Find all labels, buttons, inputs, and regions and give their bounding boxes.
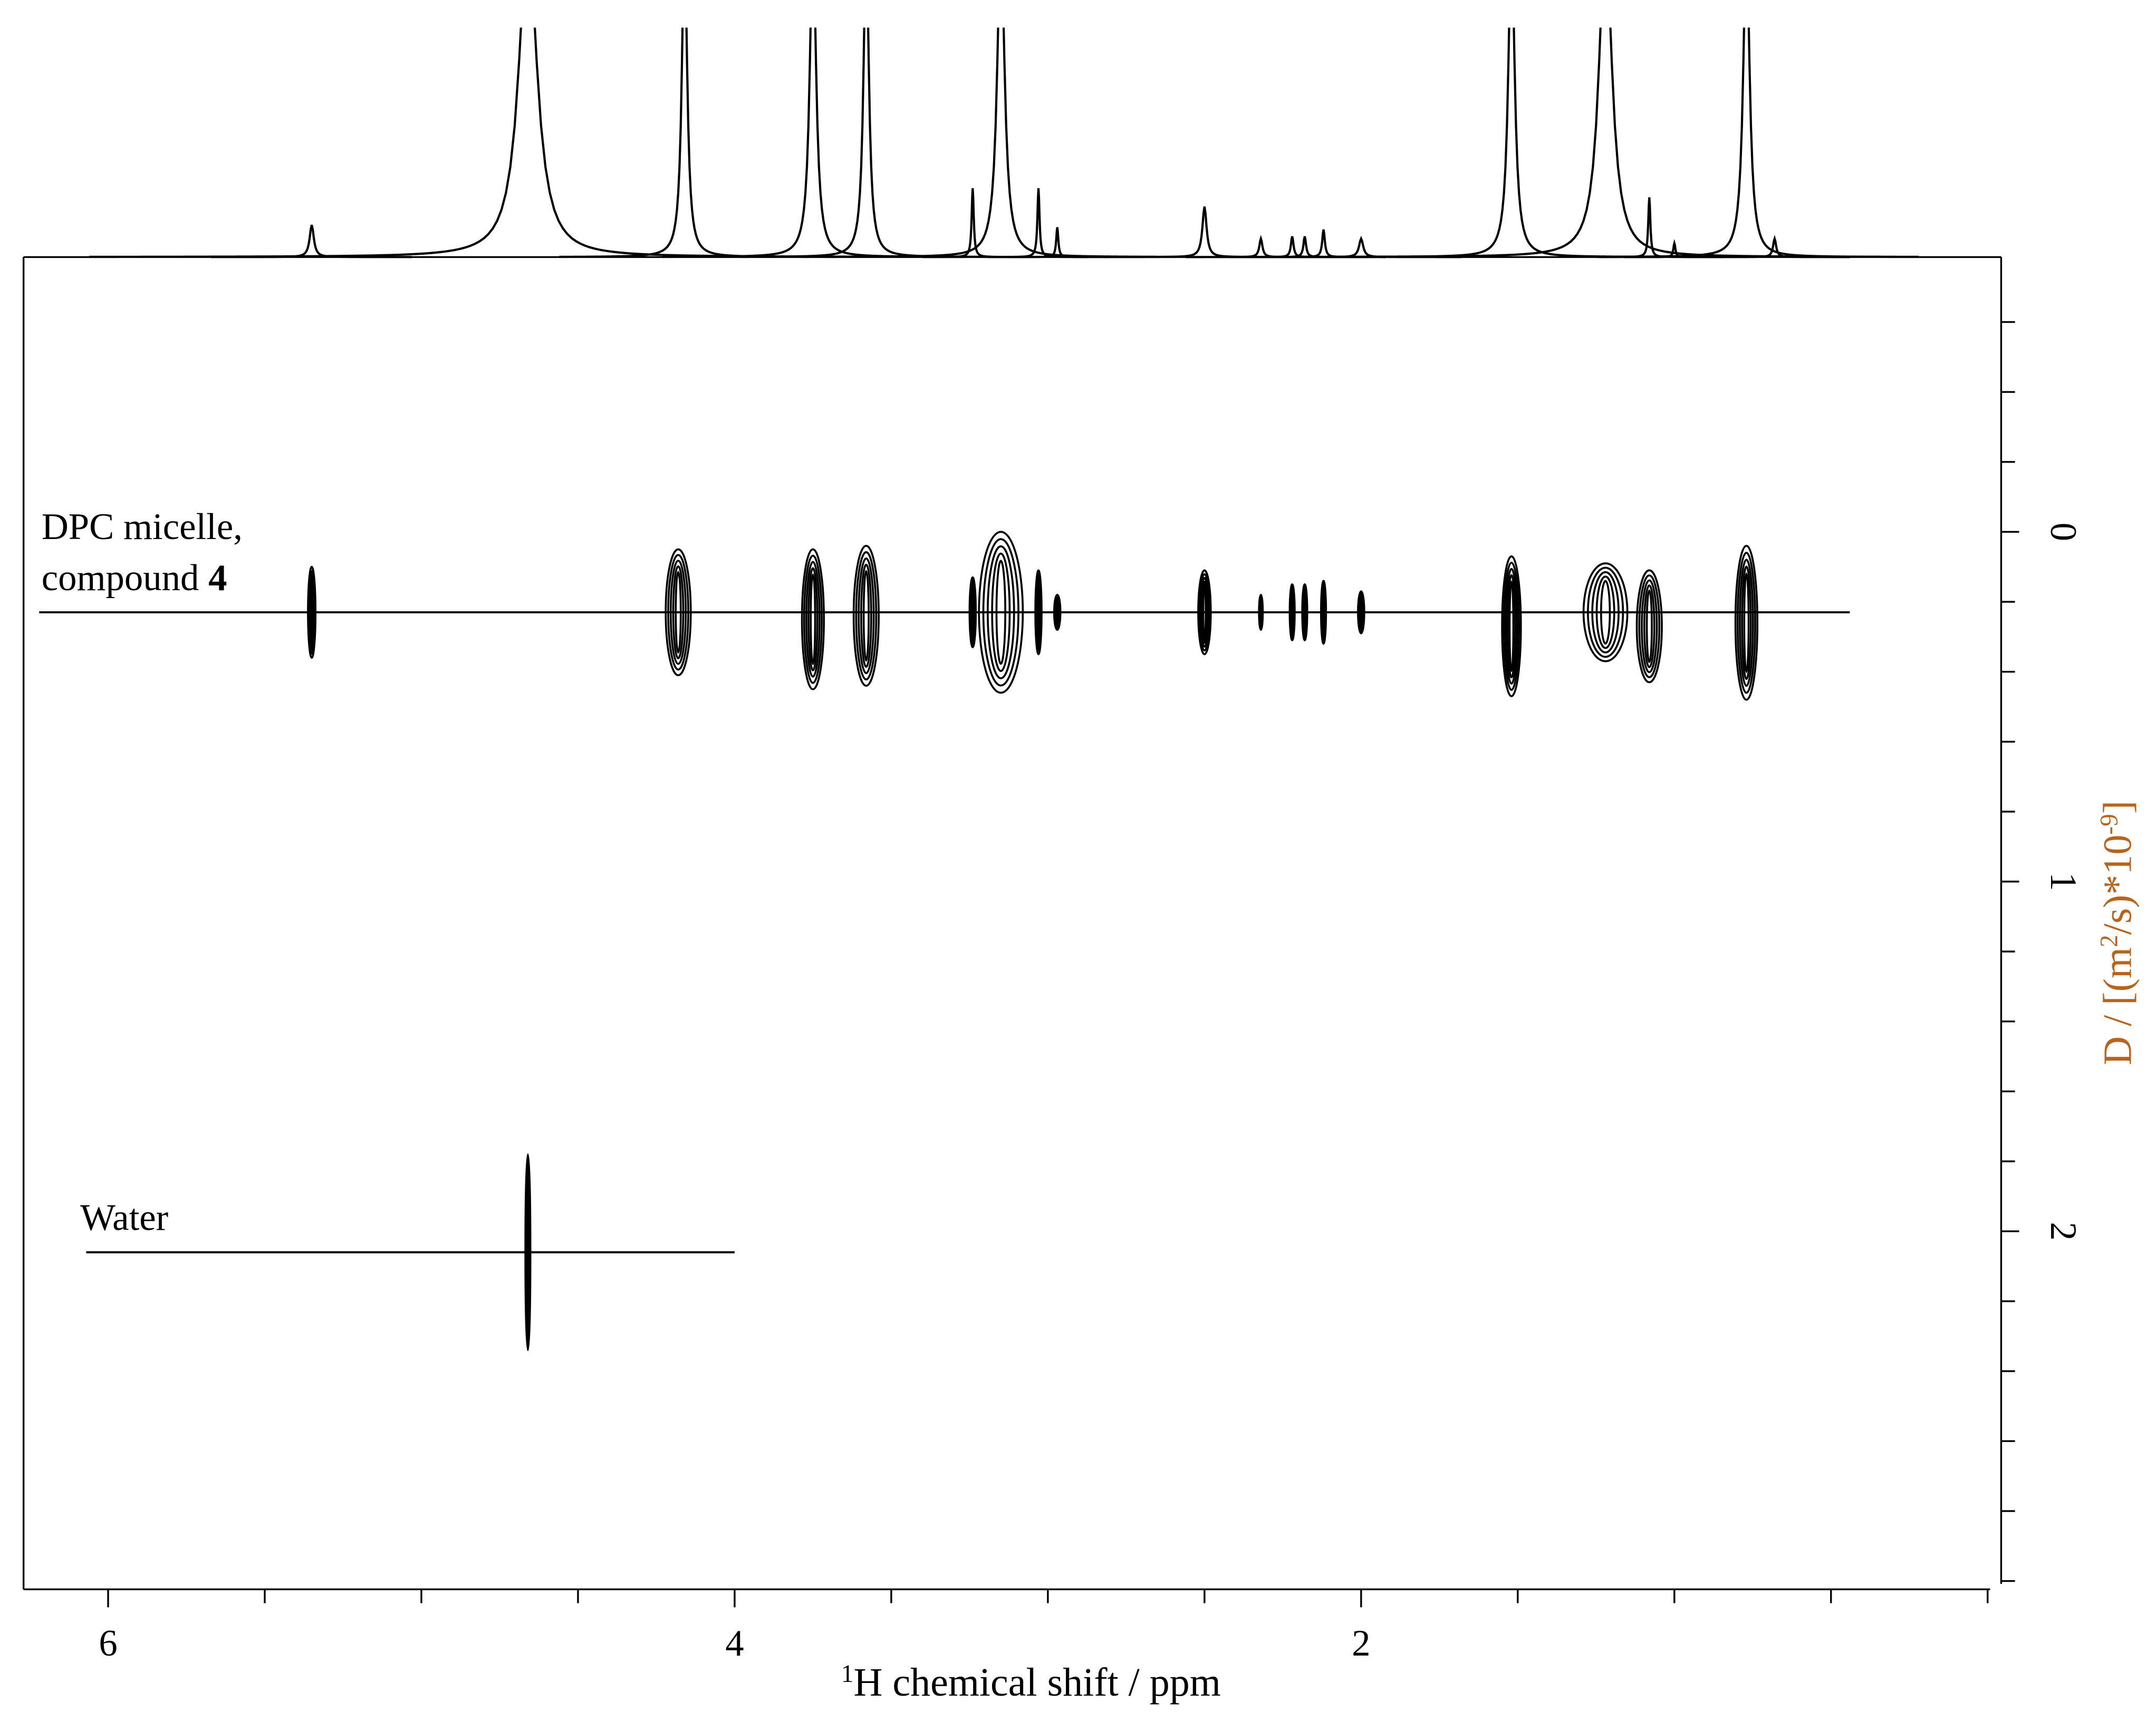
contour [968,576,977,649]
spectrum-peak [211,225,412,258]
contour [1587,566,1624,658]
spectrum-peak [662,27,964,258]
contour [1198,573,1211,652]
contour [991,552,1011,672]
contour [1635,569,1663,684]
annotation: DPC micelle, [42,506,243,547]
spectrum-peak [922,188,1023,258]
contour [803,554,823,684]
contour [1638,574,1661,678]
spectrum-peak [1361,27,1662,258]
contour [1582,562,1629,662]
contour [675,571,682,654]
contour [852,545,880,687]
contour [669,560,687,665]
contour [807,567,819,671]
contour [307,565,317,659]
spectrum-peak [1292,27,1919,258]
label-text: /s)*10 [2096,834,2140,935]
contour [667,554,689,671]
contour [987,545,1015,679]
label-text: H chemical shift / ppm [854,1660,1221,1705]
contour [1736,552,1756,694]
contour [1288,583,1296,641]
contour [1201,581,1208,644]
contour [1301,583,1308,641]
contour [1202,584,1207,640]
contour [862,570,870,662]
contour [1595,575,1615,649]
contour [1053,593,1062,631]
x-tick-label: 4 [725,1623,744,1664]
label-text: ] [2096,801,2140,814]
annotation-text: compound [42,557,208,599]
contour [1199,576,1209,648]
contour [1034,569,1043,656]
spectrum-peak [1229,236,1355,258]
annotation: compound 4 [42,557,227,599]
superscript: 2 [2096,935,2123,947]
contour [672,565,685,659]
contour [858,557,875,675]
x-tick-label: 2 [1352,1623,1370,1664]
contour [1743,572,1750,674]
contour [1506,574,1516,679]
contour [1591,571,1620,653]
spectrum-peak [1007,227,1108,258]
contour [1501,555,1522,697]
contour [1503,561,1520,691]
contour [805,561,821,678]
contour [978,531,1024,694]
contour [995,560,1006,665]
spectrum-peak [825,27,1177,258]
contour [524,1153,532,1351]
spectrum-peak [1596,27,1897,258]
contour [982,538,1019,687]
superscript: -9 [2096,814,2123,834]
contour [1741,565,1752,680]
contour [855,551,878,681]
spectrum-peak [89,27,967,258]
contour [1320,580,1327,645]
spectrum-peak [1104,206,1305,258]
y-tick-label: 0 [2043,523,2084,541]
annotation: Water [80,1197,168,1238]
y-tick-label: 2 [2043,1222,2084,1240]
contour [1645,589,1653,663]
contour [1505,567,1518,685]
superscript: 1 [841,1660,854,1688]
spectrum-peak [988,188,1089,258]
x-axis-label: 1H chemical shift / ppm [841,1660,1221,1705]
contour [1734,545,1759,701]
contour [1643,584,1656,668]
spectrum-peak [559,27,810,258]
y-axis-label: D / [(m2/s)*10-9] [2096,801,2140,1065]
contour [1600,580,1611,645]
spectrum-peak [740,27,992,258]
contour [665,548,692,677]
spectrum [89,27,1919,258]
contour [1508,580,1515,672]
spectrum-peak [1260,229,1387,258]
spectrum-peak [1699,235,1850,258]
contour [1197,569,1212,656]
contour [1357,590,1365,634]
contour [1258,593,1264,631]
contour [1739,559,1754,687]
contour [810,573,816,665]
x-tick-label: 6 [99,1623,117,1664]
y-tick-label: 1 [2043,872,2084,891]
contour [1641,579,1658,674]
label-text: D / [(m [2096,947,2140,1065]
contour [860,563,872,668]
annotation-bold: 4 [208,557,227,599]
contour [801,548,825,690]
